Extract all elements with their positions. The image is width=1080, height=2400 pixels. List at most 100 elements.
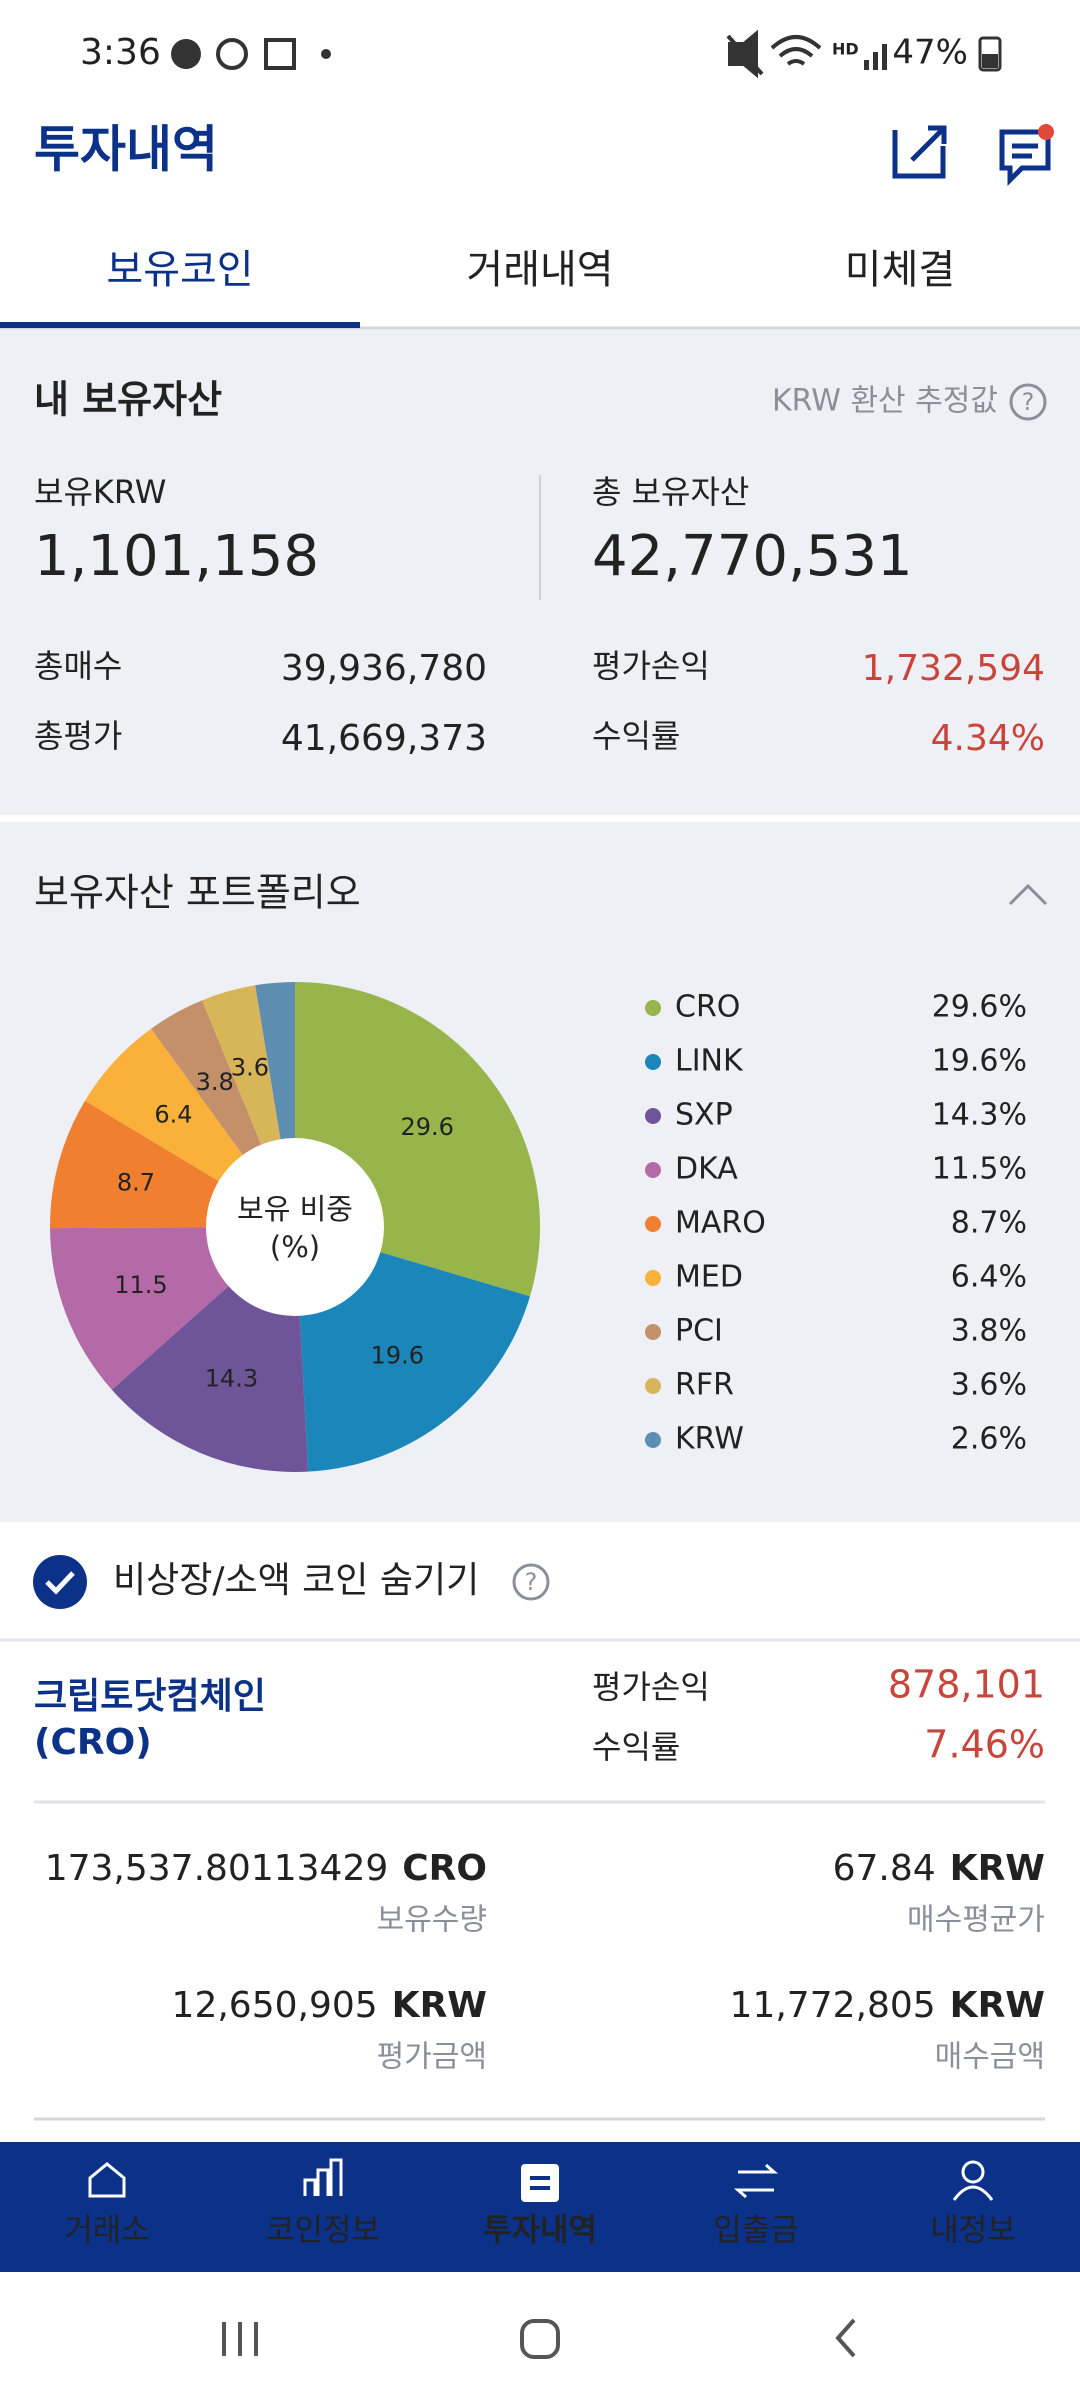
value: 7.46% (924, 1723, 1045, 1767)
recents-button[interactable] (222, 2322, 258, 2356)
amount: 12,650,905 (172, 1985, 378, 2026)
legend-label: DKA (675, 1152, 738, 1187)
mute-icon (726, 29, 764, 79)
legend-swatch (645, 1054, 661, 1070)
unit: KRW (392, 1985, 487, 2026)
slice-label: 29.6 (400, 1113, 453, 1141)
checkbox (33, 1555, 87, 1609)
collapse-button[interactable] (1008, 883, 1048, 906)
legend-swatch (645, 1324, 661, 1340)
page-title: 투자내역 (34, 121, 218, 179)
amount: 67.84 (833, 1848, 936, 1889)
cell-value: 11,772,805 KRW (730, 1985, 1045, 2026)
label: 평가손익 (592, 647, 710, 685)
nav-item[interactable]: 내정보 (930, 2213, 1016, 2249)
help-button[interactable]: ? (512, 1563, 550, 1601)
legend-label: CRO (675, 990, 740, 1025)
value: 41,669,373 (281, 718, 487, 759)
slice-label: 6.4 (154, 1100, 192, 1128)
section-title: 보유자산 포트폴리오 (34, 871, 361, 915)
label: 수익률 (592, 717, 680, 755)
slice-label: 14.3 (205, 1364, 258, 1392)
home-button[interactable] (520, 2319, 560, 2359)
legend-swatch (645, 1216, 661, 1232)
tab[interactable]: 미체결 (845, 247, 955, 293)
value: 4.34% (931, 718, 1045, 759)
label: 총 보유자산 (592, 473, 749, 511)
notification-dot (1038, 124, 1054, 140)
unit: KRW (950, 1985, 1045, 2026)
filter-label: 비상장/소액 코인 숨기기 (113, 1560, 479, 1601)
image-icon (264, 38, 296, 70)
legend-label: SXP (675, 1098, 733, 1133)
legend-swatch (645, 1108, 661, 1124)
nav-icon (734, 2163, 778, 2199)
legend: CRO 29.6% LINK 19.6% SXP 14.3% DKA 11.5% MARO 8.7… (645, 990, 1027, 1457)
cell-label: 보유수량 (377, 1903, 487, 1938)
nav-item[interactable]: 입출금 (713, 2213, 799, 2249)
label: 총평가 (34, 717, 122, 755)
pie-chart: 29.6 19.6 14.3 11.5 8.7 6.43.83.6 보유 비중 (%) (50, 982, 540, 1472)
hide-checkbox[interactable] (33, 1555, 87, 1609)
label: 수익률 (592, 1728, 680, 1766)
legend-value: 3.8% (951, 1314, 1027, 1349)
slice-label: 19.6 (371, 1341, 424, 1369)
slice-label: 3.8 (196, 1068, 234, 1096)
center-label: (%) (270, 1230, 320, 1264)
cell-label: 매수평균가 (907, 1903, 1045, 1938)
value: 1,732,594 (862, 648, 1045, 689)
legend-swatch (645, 1270, 661, 1286)
nav-icon (303, 2158, 343, 2196)
tab-indicator (0, 322, 360, 328)
holding-cells: 173,537.80113429 CRO 보유수량 67.84 KRW 매수평균가 12,6… (45, 1848, 1045, 2075)
status-time: 3:36 (80, 32, 161, 73)
message-button[interactable] (999, 124, 1054, 187)
legend-label: MED (675, 1260, 743, 1295)
slice-label: 11.5 (114, 1271, 167, 1299)
legend-value: 19.6% (932, 1044, 1027, 1079)
share-icon (892, 125, 947, 179)
battery-level: 47% (892, 33, 968, 73)
nav-icon-lines (530, 2176, 550, 2190)
value: 878,101 (888, 1663, 1045, 1707)
nav-icon (521, 2164, 559, 2202)
nav-labels: 거래소 코인정보 투자내역 입출금 내정보 (64, 2213, 1016, 2249)
cell-value: 173,537.80113429 CRO (45, 1848, 487, 1889)
tab[interactable]: 거래내역 (466, 247, 613, 293)
slice-label: 8.7 (117, 1168, 155, 1196)
legend-label: KRW (675, 1422, 744, 1457)
legend-label: LINK (675, 1044, 744, 1079)
label: 보유KRW (34, 473, 166, 511)
legend-value: 2.6% (951, 1422, 1027, 1457)
nav-item[interactable]: 투자내역 (483, 2213, 597, 2249)
back-button[interactable] (835, 2318, 856, 2358)
help-button[interactable]: ? (1009, 383, 1047, 421)
tab[interactable]: 보유코인 (106, 247, 253, 293)
help-icon (1009, 383, 1047, 421)
help-mark: ? (525, 1568, 538, 1596)
wifi-icon (770, 35, 822, 66)
signal-icon (873, 52, 878, 70)
label: 총매수 (34, 647, 122, 685)
nav-item[interactable]: 코인정보 (266, 2213, 380, 2249)
coin-symbol: (CRO) (34, 1722, 152, 1763)
note: KRW 환산 추정값 (772, 384, 998, 419)
share-button[interactable] (892, 125, 947, 179)
legend-swatch (645, 1162, 661, 1178)
ball-icon (216, 38, 248, 70)
legend-value: 29.6% (932, 990, 1027, 1025)
help-mark: ? (1022, 388, 1035, 416)
donut-hole (206, 1138, 384, 1316)
center-label: 보유 비중 (237, 1192, 353, 1226)
message-icon (999, 129, 1051, 187)
value: 39,936,780 (281, 648, 487, 689)
legend-value: 11.5% (932, 1152, 1027, 1187)
bottom-nav (0, 2142, 1080, 2272)
legend-label: PCI (675, 1314, 723, 1349)
nav-item[interactable]: 거래소 (64, 2213, 150, 2249)
dot-icon (321, 49, 331, 59)
cell-value: 67.84 KRW (833, 1848, 1045, 1889)
hd-icon: HD (832, 40, 859, 59)
